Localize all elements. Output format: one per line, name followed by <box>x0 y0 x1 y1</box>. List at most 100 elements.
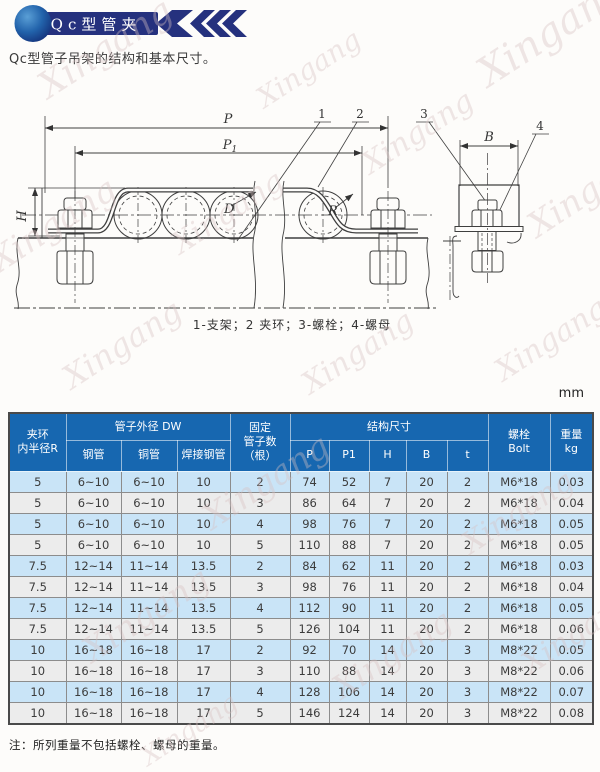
table-cell: 4 <box>229 596 291 619</box>
header-weight: 重量 kg <box>549 412 594 472</box>
table-cell: 11~14 <box>120 554 178 577</box>
table-cell: 90 <box>328 596 370 619</box>
table-cell: 17 <box>176 638 231 661</box>
table-cell: 2 <box>446 533 489 556</box>
chevron-left-icon <box>222 10 247 37</box>
table-cell: 20 <box>405 617 448 640</box>
table-cell: 0.04 <box>549 491 594 514</box>
callout-2: 2 <box>356 107 364 121</box>
chevron-left-icon <box>206 10 231 37</box>
table-cell: 3 <box>446 680 489 703</box>
header-dim-t: t <box>446 439 489 472</box>
table-cell: 5 <box>229 617 291 640</box>
table-row: 10 16~18 16~18 17 3 110 88 14 20 3 M8*22 0.06 <box>8 659 594 682</box>
table-cell: 74 <box>289 470 330 493</box>
pipe-clamp-diagram: P P1 H B D R 1 2 3 4 1-支架；2 夹环；3-螺栓；4-螺母 <box>14 107 549 332</box>
table-cell: 10 <box>8 638 67 661</box>
table-cell: 6~10 <box>65 512 122 535</box>
table-cell: 7 <box>368 512 407 535</box>
header-welded-pipe: 焊接钢管 <box>176 439 231 472</box>
side-view <box>443 140 524 301</box>
table-cell: 20 <box>405 596 448 619</box>
table-cell: 20 <box>405 638 448 661</box>
table-cell: 84 <box>289 554 330 577</box>
table-cell: 12~14 <box>65 575 122 598</box>
table-cell: 124 <box>328 701 370 724</box>
table-cell: 7.5 <box>8 554 67 577</box>
table-cell: 20 <box>405 701 448 724</box>
table-cell: 16~18 <box>65 659 122 682</box>
table-cell: 2 <box>446 596 489 619</box>
table-cell: 6~10 <box>120 470 178 493</box>
table-cell: 11~14 <box>120 575 178 598</box>
callout-leaders <box>236 121 549 242</box>
table-cell: 20 <box>405 533 448 556</box>
callout-1: 1 <box>318 107 326 121</box>
table-cell: 0.06 <box>549 617 594 640</box>
bolt-right <box>369 191 407 303</box>
table-row: 5 6~10 6~10 10 5 110 88 7 20 2 M6*18 0.05 <box>8 533 594 556</box>
table-cell: 0.03 <box>549 470 594 493</box>
table-cell: 16~18 <box>65 680 122 703</box>
header-dim-B: B <box>405 439 448 472</box>
header-clamp-radius: 夹环 内半径R <box>8 412 67 472</box>
table-cell: 98 <box>289 512 330 535</box>
table-cell: 20 <box>405 512 448 535</box>
table-cell: M6*18 <box>487 617 551 640</box>
table-cell: 13.5 <box>176 617 231 640</box>
table-cell: 2 <box>229 470 291 493</box>
table-cell: 7 <box>368 470 407 493</box>
table-cell: 20 <box>405 659 448 682</box>
spec-table: 夹环 内半径R 管子外径 DW 固定 管子数 （根） 结构尺寸 螺栓 Bolt … <box>8 412 595 725</box>
page-subtitle: Qc型管子吊架的结构和基本尺寸。 <box>9 52 217 67</box>
dim-label-P: P <box>223 112 233 127</box>
table-cell: 14 <box>368 701 407 724</box>
table-cell: 7.5 <box>8 575 67 598</box>
table-cell: 11~14 <box>120 617 178 640</box>
table-cell: 20 <box>405 575 448 598</box>
table-cell: 5 <box>8 470 67 493</box>
title-banner: Qc型管夹 <box>6 2 256 46</box>
table-cell: 13.5 <box>176 575 231 598</box>
support-rail <box>14 180 438 310</box>
watermark-text: Xingang <box>469 0 600 97</box>
table-cell: 11 <box>368 575 407 598</box>
table-cell: 16~18 <box>120 680 178 703</box>
header-group-dimensions: 结构尺寸 <box>289 412 489 441</box>
table-cell: 2 <box>446 470 489 493</box>
banner-graphic: Qc型管夹 <box>14 5 247 42</box>
table-cell: 70 <box>328 638 370 661</box>
table-cell: 10 <box>8 701 67 724</box>
table-cell: M6*18 <box>487 470 551 493</box>
table-cell: 0.06 <box>549 659 594 682</box>
table-cell: 64 <box>328 491 370 514</box>
table-cell: M8*22 <box>487 701 551 724</box>
table-cell: 7 <box>368 491 407 514</box>
table-row: 5 6~10 6~10 10 3 86 64 7 20 2 M6*18 0.04 <box>8 491 594 514</box>
table-cell: 2 <box>446 491 489 514</box>
table-cell: 52 <box>328 470 370 493</box>
table-cell: 0.05 <box>549 533 594 556</box>
table-cell: 110 <box>289 533 330 556</box>
table-cell: 3 <box>446 659 489 682</box>
table-cell: 11 <box>368 617 407 640</box>
table-cell: M6*18 <box>487 575 551 598</box>
table-cell: 11 <box>368 596 407 619</box>
table-cell: 20 <box>405 680 448 703</box>
table-cell: 112 <box>289 596 330 619</box>
table-cell: 62 <box>328 554 370 577</box>
dim-label-P1: P1 <box>222 138 237 155</box>
table-cell: 17 <box>176 659 231 682</box>
clamp-strap <box>48 187 418 234</box>
table-cell: 10 <box>176 470 231 493</box>
table-cell: 2 <box>446 617 489 640</box>
footnote: 注：所列重量不包括螺栓、螺母的重量。 <box>9 738 225 752</box>
banner-dot-icon <box>14 5 52 42</box>
table-cell: 10 <box>176 491 231 514</box>
table-cell: 0.05 <box>549 512 594 535</box>
table-cell: 2 <box>229 554 291 577</box>
table-cell: 3 <box>229 491 291 514</box>
table-cell: 16~18 <box>120 659 178 682</box>
table-cell: 6~10 <box>65 470 122 493</box>
table-cell: 6~10 <box>65 491 122 514</box>
